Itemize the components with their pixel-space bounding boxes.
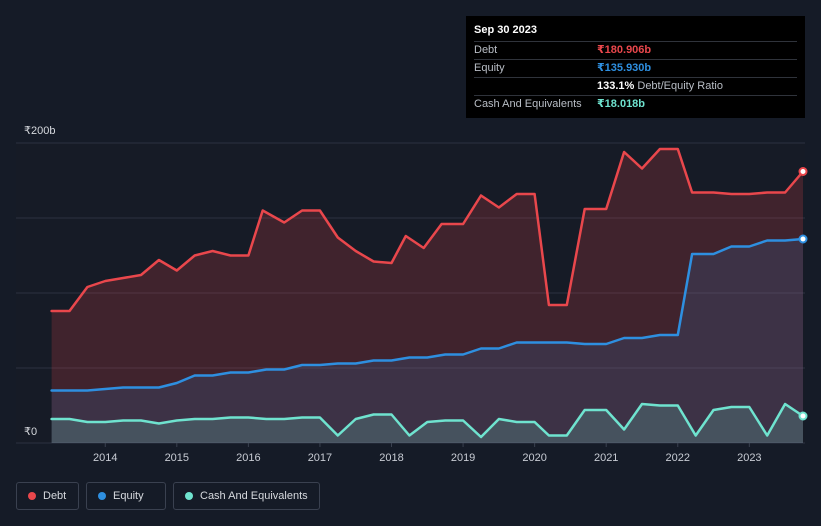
- data-tooltip: Sep 30 2023 Debt ₹180.906b Equity ₹135.9…: [466, 16, 805, 118]
- series-lines: [50, 147, 805, 439]
- equity-endpoint: [798, 234, 808, 244]
- debt-line: [50, 147, 805, 313]
- tooltip-row-ratio: 133.1% Debt/Equity Ratio: [474, 77, 797, 95]
- x-tick-label-2014: 2014: [93, 452, 117, 464]
- x-tick-label-2018: 2018: [379, 452, 403, 464]
- tooltip-cash-label: Cash And Equivalents: [474, 98, 582, 110]
- x-tick-label-2022: 2022: [666, 452, 690, 464]
- x-tick-label-2017: 2017: [308, 452, 332, 464]
- x-tick-label-2023: 2023: [737, 452, 761, 464]
- legend-label-equity: Equity: [113, 490, 144, 502]
- debt-area: [51, 149, 804, 443]
- legend-item-cash[interactable]: Cash And Equivalents: [173, 482, 320, 510]
- cash-endpoint: [798, 411, 808, 421]
- legend-dot-cash: [185, 492, 193, 500]
- y-axis-top-label: ₹200b: [24, 125, 55, 137]
- tooltip-equity-label: Equity: [474, 62, 505, 74]
- tooltip-row-equity: Equity ₹135.930b: [474, 59, 797, 77]
- legend-dot-debt: [28, 492, 36, 500]
- tooltip-ratio: 133.1% Debt/Equity Ratio: [597, 78, 723, 95]
- legend-label-debt: Debt: [43, 490, 67, 502]
- x-tick-label-2015: 2015: [165, 452, 189, 464]
- legend-label-cash: Cash And Equivalents: [200, 490, 308, 502]
- tooltip-ratio-text: Debt/Equity Ratio: [637, 80, 723, 92]
- legend-item-debt[interactable]: Debt: [16, 482, 79, 510]
- x-tick-label-2019: 2019: [451, 452, 475, 464]
- series-endpoints: [798, 167, 808, 421]
- tooltip-cash-value: ₹18.018b: [597, 98, 646, 110]
- x-tick-label-2020: 2020: [522, 452, 546, 464]
- gridlines: [16, 142, 805, 444]
- debt-endpoint: [798, 167, 808, 176]
- cash-line: [50, 402, 805, 439]
- y-axis-bottom-label: ₹0: [24, 426, 37, 438]
- tooltip-debt-value: ₹180.906b: [597, 44, 652, 56]
- legend-item-equity[interactable]: Equity: [86, 482, 166, 510]
- x-tick-label-2021: 2021: [594, 452, 618, 464]
- x-axis-ticks: 2014 2015 2016 2017 2018 2019 2020 2021 2022 2023: [93, 443, 762, 464]
- tooltip-row-debt: Debt ₹180.906b: [474, 41, 797, 59]
- legend-dot-equity: [98, 492, 106, 500]
- tooltip-row-cash: Cash And Equivalents ₹18.018b: [474, 95, 797, 113]
- tooltip-ratio-value: 133.1%: [597, 80, 635, 92]
- tooltip-equity-value: ₹135.930b: [597, 62, 652, 74]
- tooltip-date: Sep 30 2023: [474, 24, 537, 36]
- equity-line: [50, 237, 805, 392]
- equity-area: [51, 239, 804, 443]
- tooltip-debt-label: Debt: [474, 44, 498, 56]
- x-tick-label-2016: 2016: [236, 452, 260, 464]
